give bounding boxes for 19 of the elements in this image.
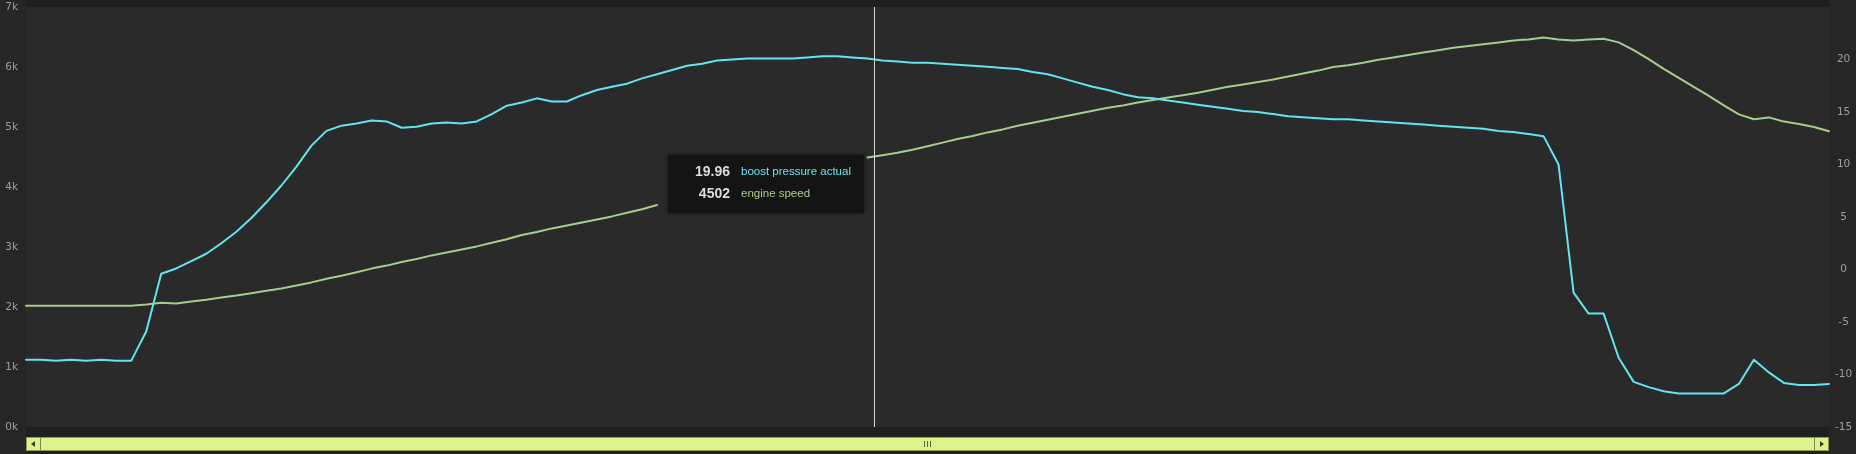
y-tick-label: 1k (5, 359, 19, 372)
y2-tick-label: 0 (1840, 262, 1847, 275)
annotation: 4502 (697, 185, 730, 201)
annotation: 19.96 (693, 163, 730, 179)
y-tick-label: 4k (5, 179, 19, 192)
y2-tick-label: 10 (1836, 157, 1851, 170)
y2-tick-label: -10 (1835, 367, 1853, 380)
y2-tick-label: -15 (1835, 419, 1853, 432)
y2-tick-label: 5 (1840, 209, 1847, 222)
y2-tick-label: 20 (1836, 52, 1851, 65)
y2-tick-label: -5 (1838, 314, 1849, 327)
y-tick-label: 5k (5, 119, 19, 132)
y-tick-label: 3k (5, 239, 19, 252)
y-tick-label: 6k (5, 59, 19, 72)
y-tick-label: 0k (5, 419, 19, 432)
y-tick-label: 2k (5, 299, 19, 312)
y-tick-label: 7k (5, 0, 19, 12)
y2-tick-label: 15 (1836, 104, 1851, 117)
tooltip: 19.96 boost pressure actual 4502 engine speed (668, 155, 864, 213)
